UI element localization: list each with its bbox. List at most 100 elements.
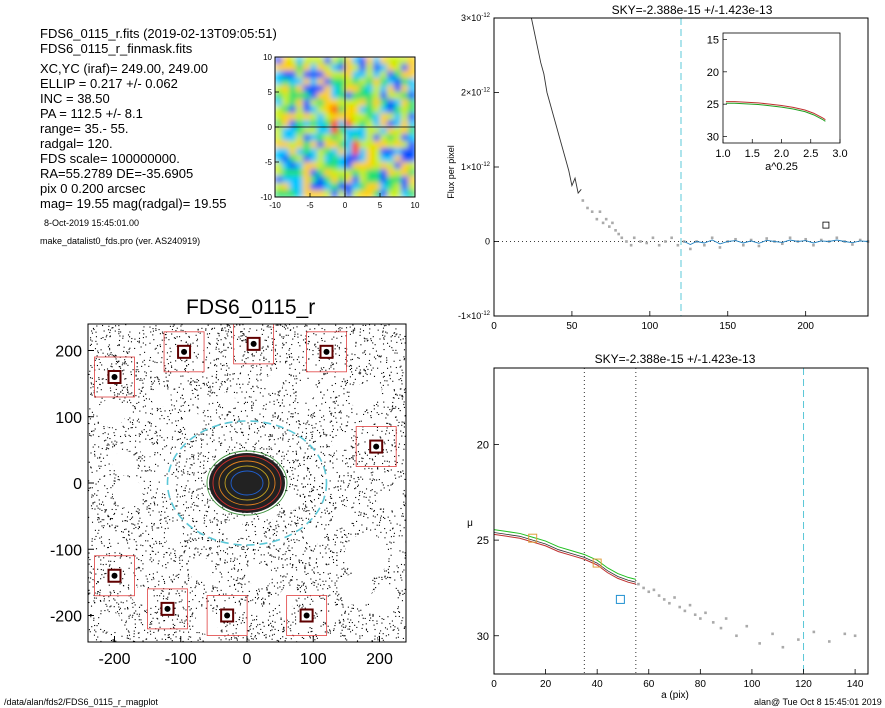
noise-dot bbox=[310, 500, 312, 502]
noise-dot bbox=[164, 582, 166, 584]
noise-dot bbox=[171, 333, 173, 335]
noise-dot bbox=[111, 363, 113, 365]
noise-dot bbox=[283, 455, 285, 457]
noise-dot bbox=[135, 434, 137, 436]
noise-dot bbox=[283, 620, 285, 622]
noise-dot bbox=[346, 639, 348, 641]
noise-dot bbox=[328, 563, 330, 565]
noise-dot bbox=[150, 376, 152, 378]
noise-dot bbox=[383, 375, 385, 377]
noise-dot bbox=[181, 394, 183, 396]
heatmap-cell bbox=[317, 85, 325, 93]
noise-dot bbox=[128, 476, 131, 478]
noise-dot bbox=[362, 624, 364, 626]
heatmap-cell bbox=[359, 183, 367, 191]
noise-dot bbox=[152, 328, 154, 330]
heatmap-cell bbox=[352, 148, 360, 156]
noise-dot bbox=[269, 525, 271, 527]
heatmap-cell bbox=[289, 120, 297, 128]
noise-dot bbox=[387, 439, 389, 441]
noise-dot bbox=[192, 369, 194, 371]
noise-dot bbox=[396, 352, 398, 354]
noise-dot bbox=[351, 353, 353, 355]
noise-dot bbox=[380, 531, 382, 533]
noise-dot bbox=[90, 467, 92, 469]
noise-dot bbox=[118, 366, 120, 368]
noise-dot bbox=[285, 637, 287, 640]
noise-dot bbox=[201, 633, 204, 635]
noise-dot bbox=[379, 382, 382, 384]
noise-dot bbox=[388, 423, 391, 425]
noise-dot bbox=[381, 622, 383, 624]
heatmap-cell bbox=[345, 106, 353, 114]
noise-dot bbox=[190, 608, 192, 610]
noise-dot bbox=[267, 619, 269, 621]
noise-dot bbox=[252, 619, 254, 621]
noise-dot bbox=[338, 476, 340, 478]
noise-dot bbox=[192, 380, 194, 382]
noise-dot bbox=[210, 416, 212, 418]
noise-dot bbox=[354, 624, 356, 626]
heatmap-cell bbox=[408, 71, 415, 79]
noise-dot bbox=[345, 335, 347, 337]
noise-dot bbox=[212, 585, 214, 587]
heatmap-cell bbox=[338, 162, 346, 170]
noise-dot bbox=[365, 513, 367, 515]
noise-dot bbox=[212, 587, 214, 589]
noise-dot bbox=[136, 584, 138, 586]
noise-dot bbox=[290, 352, 292, 355]
noise-dot bbox=[296, 589, 299, 591]
noise-dot bbox=[290, 416, 292, 418]
noise-dot bbox=[284, 324, 286, 326]
noise-dot bbox=[297, 465, 299, 467]
heatmap-cell bbox=[359, 106, 367, 114]
noise-dot bbox=[228, 329, 230, 331]
noise-dot bbox=[384, 460, 386, 462]
noise-dot bbox=[124, 520, 126, 522]
noise-dot bbox=[225, 451, 228, 453]
heatmap-cell bbox=[338, 183, 346, 191]
noise-dot bbox=[362, 478, 364, 480]
noise-dot bbox=[350, 619, 352, 621]
noise-dot bbox=[250, 600, 252, 602]
noise-dot bbox=[339, 475, 341, 477]
noise-dot bbox=[130, 385, 132, 387]
noise-dot bbox=[125, 324, 127, 326]
noise-dot bbox=[377, 639, 379, 641]
noise-dot bbox=[214, 464, 216, 466]
noise-dot bbox=[266, 589, 268, 591]
heatmap-cell bbox=[275, 78, 283, 86]
noise-dot bbox=[172, 520, 174, 522]
noise-dot bbox=[272, 456, 274, 458]
noise-dot bbox=[171, 473, 173, 475]
noise-dot bbox=[102, 352, 104, 354]
noise-dot bbox=[332, 561, 335, 564]
noise-dot bbox=[354, 378, 356, 380]
noise-dot bbox=[186, 583, 188, 585]
noise-dot bbox=[278, 504, 280, 506]
noise-dot bbox=[313, 571, 315, 573]
noise-dot bbox=[357, 476, 359, 479]
noise-dot bbox=[165, 517, 167, 519]
noise-dot bbox=[99, 599, 101, 602]
heatmap-cell bbox=[380, 176, 388, 184]
noise-dot bbox=[318, 382, 321, 384]
heatmap-cell bbox=[275, 120, 283, 128]
noise-dot bbox=[264, 434, 266, 436]
noise-dot bbox=[354, 533, 357, 535]
noise-dot bbox=[97, 568, 99, 570]
noise-dot bbox=[142, 584, 144, 586]
noise-dot bbox=[218, 335, 220, 337]
noise-dot bbox=[302, 493, 304, 495]
heatmap-cell bbox=[408, 141, 415, 149]
noise-dot bbox=[223, 607, 225, 609]
noise-dot bbox=[249, 628, 251, 630]
noise-dot bbox=[205, 525, 207, 528]
noise-dot bbox=[298, 423, 300, 425]
noise-dot bbox=[139, 460, 142, 462]
noise-dot bbox=[270, 569, 272, 571]
noise-dot bbox=[218, 593, 220, 596]
noise-dot bbox=[221, 426, 223, 428]
heatmap-cell bbox=[401, 183, 409, 191]
noise-dot bbox=[277, 594, 279, 596]
